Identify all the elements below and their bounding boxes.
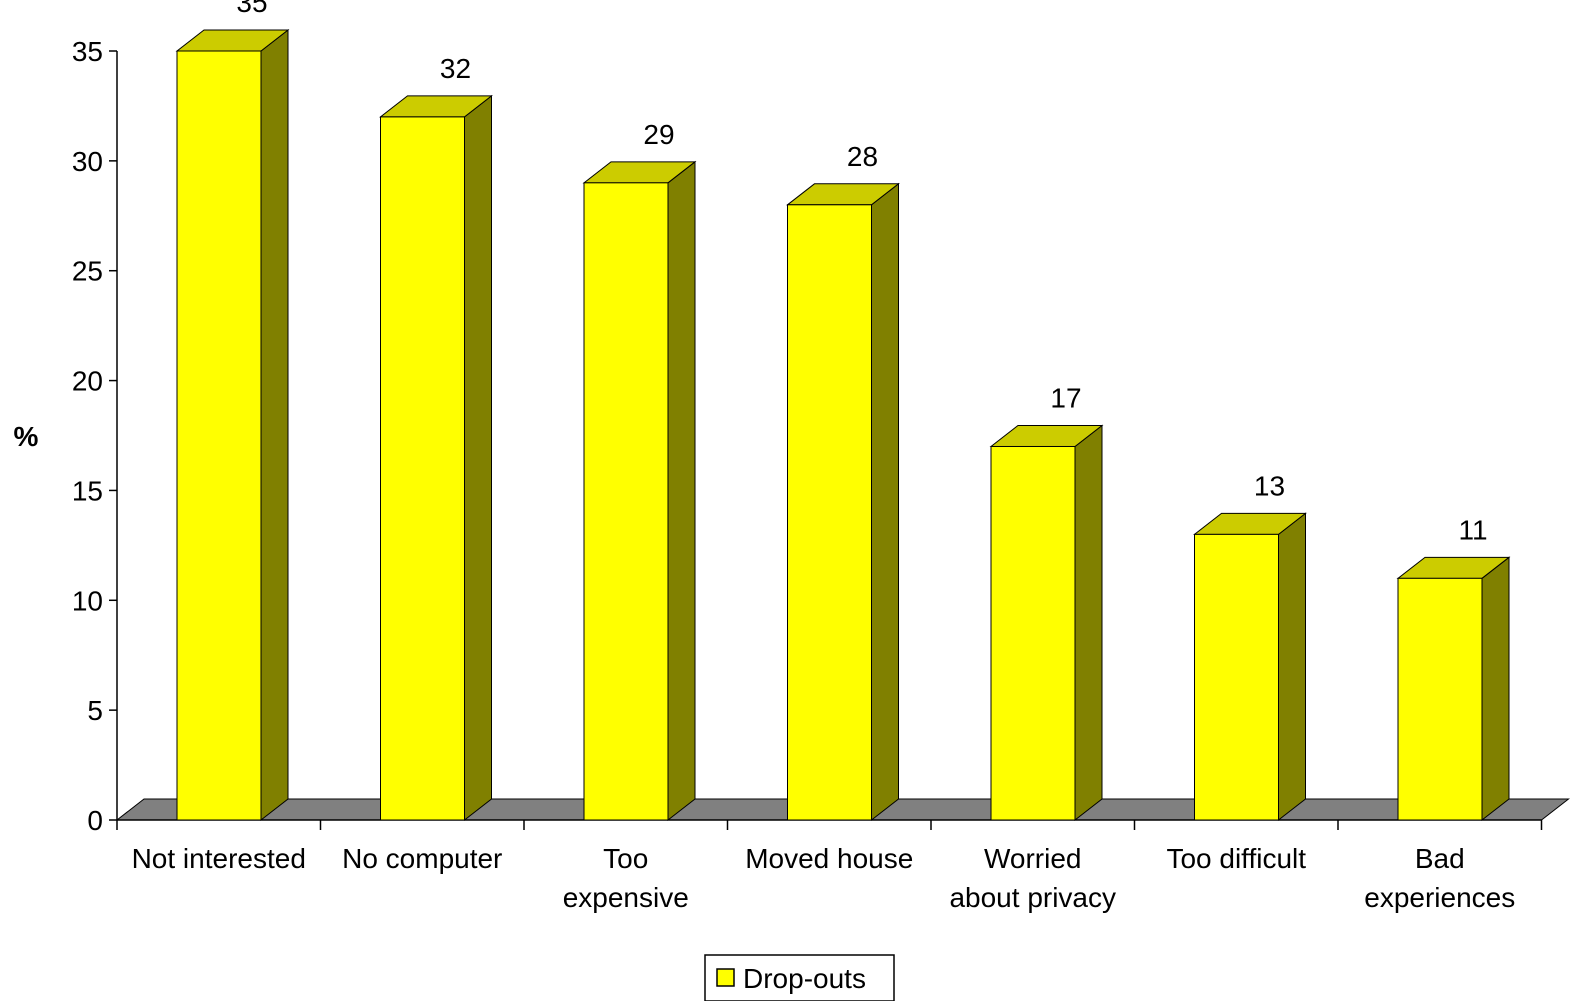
data-label: 32 bbox=[440, 53, 471, 84]
bar-front-face bbox=[787, 204, 872, 821]
y-tick-label: 0 bbox=[87, 805, 103, 836]
bar bbox=[379, 94, 493, 822]
bar-side-face bbox=[1074, 424, 1103, 822]
bars bbox=[175, 28, 1511, 822]
bar-side-face bbox=[871, 182, 899, 822]
bar bbox=[786, 182, 900, 822]
y-tick-label: 35 bbox=[72, 36, 103, 67]
legend: Drop-outs bbox=[704, 954, 895, 1002]
y-tick-label: 20 bbox=[72, 366, 103, 397]
bar-front-face bbox=[176, 50, 262, 821]
data-label: 35 bbox=[236, 0, 267, 18]
x-tick-label: Too bbox=[603, 843, 648, 874]
bar-side-face bbox=[260, 28, 289, 822]
bar-front-face bbox=[990, 445, 1076, 821]
y-tick-label: 30 bbox=[72, 146, 103, 177]
y-axis-title: % bbox=[14, 421, 39, 452]
bar bbox=[582, 160, 697, 822]
bar-front-face bbox=[1194, 533, 1279, 821]
x-tick-label: Not interested bbox=[132, 843, 306, 874]
bar-front-face bbox=[1397, 577, 1483, 821]
legend-box bbox=[704, 954, 895, 1002]
data-label: 29 bbox=[643, 119, 674, 150]
bar bbox=[175, 28, 290, 822]
data-label: 17 bbox=[1050, 382, 1081, 413]
bar bbox=[1193, 512, 1307, 822]
bar-side-face bbox=[464, 94, 492, 822]
data-labels: 35 32 29 28 17 13 11 bbox=[236, 0, 1487, 545]
x-tick-label: Too difficult bbox=[1166, 843, 1306, 874]
data-label: 11 bbox=[1458, 514, 1487, 545]
legend-swatch bbox=[716, 968, 735, 987]
x-tick-label: Moved house bbox=[745, 843, 913, 874]
bar bbox=[989, 424, 1104, 822]
x-tick-label: Worried bbox=[984, 843, 1082, 874]
y-tick-label: 5 bbox=[87, 695, 103, 726]
bar-side-face bbox=[1481, 556, 1510, 822]
legend-label: Drop-outs bbox=[743, 963, 866, 994]
y-tick-label: 15 bbox=[72, 475, 103, 506]
data-label: 13 bbox=[1254, 470, 1285, 501]
x-tick-label: about privacy bbox=[949, 882, 1116, 913]
x-tick-label: expensive bbox=[563, 882, 689, 913]
bar-front-face bbox=[380, 116, 465, 821]
y-tick-label: 10 bbox=[72, 585, 103, 616]
bar-front-face bbox=[583, 182, 669, 821]
x-tick-label: No computer bbox=[342, 843, 502, 874]
bar-side-face bbox=[1278, 512, 1306, 822]
axes: 0 5 10 15 20 25 30 35% Not interested No computer… bbox=[14, 36, 1543, 913]
bar bbox=[1396, 556, 1511, 822]
x-tick-label: experiences bbox=[1364, 882, 1515, 913]
x-tick-label: Bad bbox=[1415, 843, 1465, 874]
y-tick-label: 25 bbox=[72, 256, 103, 287]
bar-side-face bbox=[667, 160, 696, 822]
data-label: 28 bbox=[847, 141, 878, 172]
